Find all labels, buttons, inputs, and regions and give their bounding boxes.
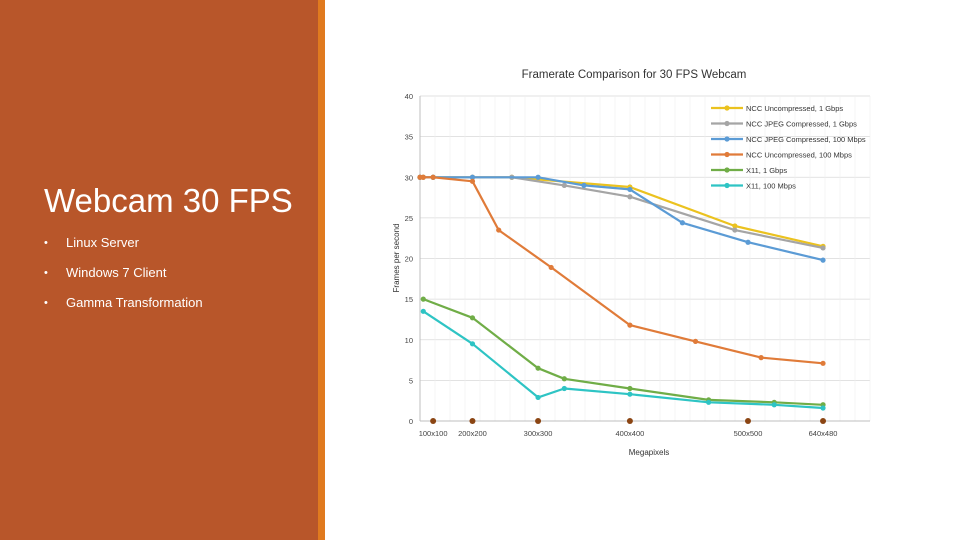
bullet-dot-icon: • — [44, 267, 48, 279]
data-point — [820, 257, 826, 263]
series-line — [422, 310, 824, 410]
data-point — [627, 186, 633, 193]
data-point — [469, 174, 476, 180]
bullet-item: • Gamma Transformation — [44, 290, 203, 320]
data-point — [679, 220, 685, 226]
data-point — [496, 227, 502, 233]
legend-label: NCC Uncompressed, 100 Mbps — [746, 151, 852, 160]
data-point — [430, 174, 436, 180]
legend-marker — [724, 167, 730, 173]
x-axis-marker — [820, 418, 827, 424]
series-line — [420, 176, 824, 365]
x-tick-labels: 100x100 200x200 300x300 400x400 500x500 640x4… — [419, 429, 838, 438]
bullet-text: Windows 7 Client — [66, 265, 167, 280]
slide-title: Webcam 30 FPS — [44, 182, 293, 219]
legend-label: NCC Uncompressed, 1 Gbps — [746, 104, 843, 113]
x-axis-marker — [430, 418, 437, 424]
y-tick-label: 25 — [405, 214, 413, 223]
data-point — [627, 391, 633, 397]
data-point — [732, 223, 738, 229]
y-tick-label: 20 — [405, 255, 413, 264]
bullet-list: • Linux Server • Windows 7 Client • Gamma T… — [44, 230, 203, 320]
y-tick-label: 30 — [405, 173, 413, 182]
legend-label: NCC JPEG Compressed, 100 Mbps — [746, 135, 866, 144]
bullet-dot-icon: • — [44, 237, 48, 249]
series-line — [422, 298, 824, 406]
x-markers — [430, 418, 827, 424]
x-tick-label: 400x400 — [616, 429, 645, 438]
data-point — [561, 182, 567, 188]
data-point — [820, 245, 826, 251]
legend-marker — [724, 151, 730, 158]
x-axis-label: Megapixels — [629, 448, 669, 457]
data-point — [535, 394, 541, 401]
y-axis-label: Frames per second — [392, 224, 401, 293]
y-tick-label: 10 — [405, 336, 413, 345]
data-point — [771, 402, 777, 408]
x-tick-label: 100x100 — [419, 429, 448, 438]
bullet-text: Gamma Transformation — [66, 295, 203, 310]
data-point — [820, 360, 826, 366]
data-point — [469, 178, 476, 184]
data-point — [561, 376, 567, 382]
bullet-dot-icon: • — [44, 297, 48, 309]
data-point — [627, 322, 633, 328]
x-axis-marker — [469, 418, 476, 424]
data-point — [420, 296, 426, 302]
chart-title: Framerate Comparison for 30 FPS Webcam — [522, 69, 747, 81]
legend: NCC Uncompressed, 1 Gbps NCC JPEG Compres… — [711, 104, 866, 191]
y-tick-label: 5 — [409, 376, 413, 385]
bullet-text: Linux Server — [66, 235, 139, 250]
y-tick-labels: 0 5 10 15 20 25 30 35 40 — [405, 92, 413, 426]
y-tick-label: 0 — [409, 417, 413, 426]
data-point — [692, 338, 699, 344]
data-point — [535, 174, 541, 180]
data-point — [561, 385, 567, 392]
framerate-chart: Framerate Comparison for 30 FPS Webcam 0… — [392, 69, 871, 457]
data-point — [420, 174, 426, 180]
data-point — [535, 365, 541, 371]
accent-bar — [318, 0, 325, 540]
y-tick-label: 15 — [405, 295, 413, 304]
x-axis-marker — [744, 418, 751, 424]
data-point — [745, 239, 751, 245]
x-axis-marker — [535, 418, 542, 424]
data-point — [581, 182, 587, 188]
legend-marker — [724, 182, 730, 189]
legend-label: NCC JPEG Compressed, 1 Gbps — [746, 120, 857, 129]
x-tick-label: 640x480 — [809, 429, 838, 438]
left-panel — [0, 0, 318, 540]
legend-marker — [724, 105, 730, 111]
data-point — [420, 308, 426, 314]
data-point — [627, 385, 633, 392]
data-point — [469, 315, 476, 321]
data-point — [706, 399, 712, 405]
y-tick-label: 35 — [405, 133, 413, 142]
x-tick-label: 200x200 — [458, 429, 487, 438]
data-point — [469, 341, 476, 347]
legend-marker — [724, 136, 730, 142]
x-axis-marker — [626, 418, 633, 424]
data-point — [732, 227, 738, 233]
data-point — [627, 194, 633, 200]
legend-label: X11, 1 Gbps — [746, 166, 787, 175]
data-point — [820, 405, 826, 411]
series-group — [417, 174, 826, 411]
y-tick-label: 40 — [405, 92, 413, 101]
x-tick-label: 300x300 — [524, 429, 553, 438]
bullet-item: • Linux Server — [44, 230, 203, 260]
bullet-item: • Windows 7 Client — [44, 260, 203, 290]
legend-marker — [724, 120, 730, 127]
axes — [419, 96, 870, 422]
data-point — [548, 264, 554, 271]
grid — [419, 95, 871, 422]
x-tick-label: 500x500 — [734, 429, 763, 438]
data-point — [758, 355, 764, 361]
legend-label: X11, 100 Mbps — [746, 182, 796, 191]
